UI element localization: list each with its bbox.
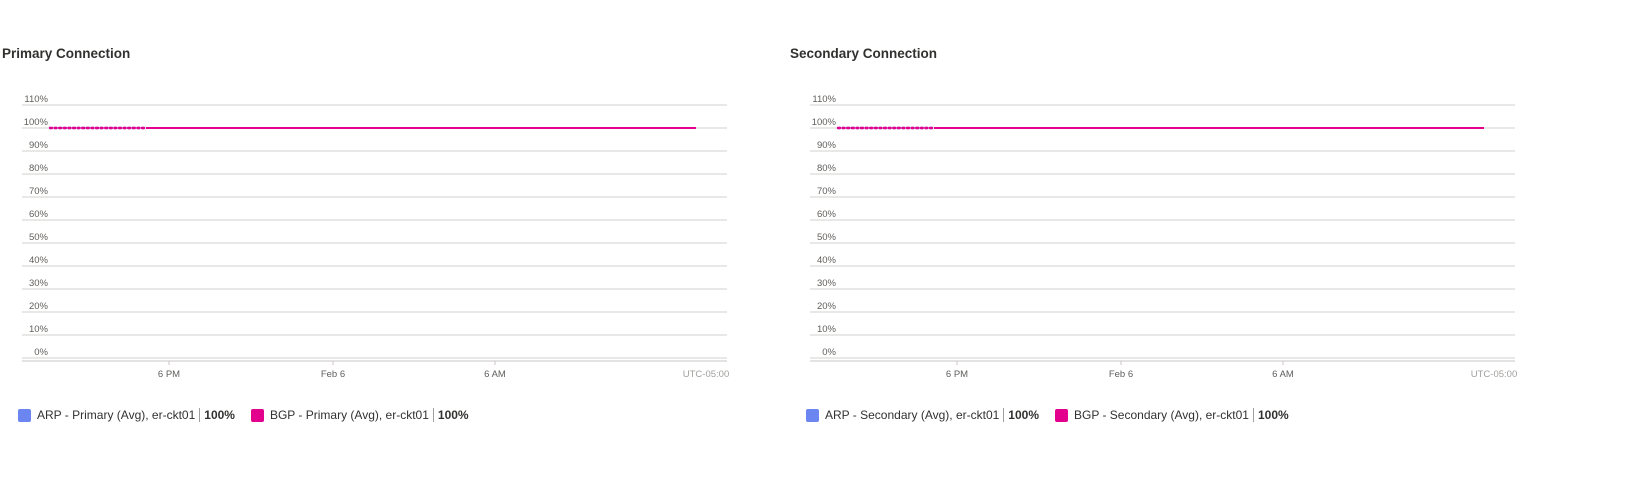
legend-label: ARP - Primary (Avg), er-ckt01 — [37, 408, 196, 422]
legend-item-arp[interactable]: ARP - Secondary (Avg), er-ckt01 100% — [806, 408, 1039, 422]
primary-connection-chart: 110% 100% 90% 80% 70% 60% 50% 40% 30% 20% 10% 0% 6 P… — [0, 0, 780, 481]
y-tick-label: 0% — [34, 347, 48, 358]
y-tick-label: 80% — [817, 163, 837, 174]
legend-swatch-bgp — [250, 408, 264, 422]
legend-item-arp[interactable]: ARP - Primary (Avg), er-ckt01 100% — [18, 408, 235, 422]
y-tick-label: 60% — [29, 209, 49, 220]
x-tick-label: Feb 6 — [1109, 369, 1133, 380]
y-tick-label: 110% — [24, 94, 48, 105]
legend-item-bgp[interactable]: BGP - Secondary (Avg), er-ckt01 100% — [1055, 408, 1289, 422]
legend-swatch-arp — [806, 408, 819, 422]
y-tick-label: 70% — [29, 186, 49, 197]
chart-legend: ARP - Secondary (Avg), er-ckt01 100% BGP… — [806, 408, 1305, 422]
y-tick-label: 40% — [817, 255, 837, 266]
y-tick-label: 50% — [29, 232, 49, 243]
legend-value: 100% — [1008, 408, 1039, 422]
y-tick-label: 0% — [822, 347, 836, 358]
legend-label: BGP - Secondary (Avg), er-ckt01 — [1074, 408, 1249, 422]
secondary-chart-svg: 110% 100% 90% 80% 70% 60% 50% 40% 30% 20% 10% 0% 6 P… — [810, 94, 1517, 380]
x-tick-label: Feb 6 — [321, 369, 345, 380]
y-tick-label: 70% — [817, 186, 837, 197]
timezone-label: UTC-05:00 — [1471, 369, 1517, 380]
y-tick-label: 90% — [29, 140, 49, 151]
legend-label: ARP - Secondary (Avg), er-ckt01 — [825, 408, 1000, 422]
y-tick-label: 50% — [817, 232, 837, 243]
legend-value: 100% — [1257, 408, 1289, 422]
y-tick-label: 80% — [29, 163, 49, 174]
legend-separator — [1252, 408, 1254, 422]
y-tick-label: 110% — [812, 94, 836, 105]
y-tick-label: 30% — [817, 278, 837, 289]
y-tick-label: 10% — [29, 324, 49, 335]
primary-chart-svg: 110% 100% 90% 80% 70% 60% 50% 40% 30% 20% 10% 0% 6 P… — [22, 94, 729, 380]
x-tick-label: 6 PM — [946, 369, 968, 380]
legend-value: 100% — [204, 408, 235, 422]
chart-title: Secondary Connection — [790, 46, 938, 61]
chart-title: Primary Connection — [2, 46, 131, 61]
legend-swatch-bgp — [1055, 408, 1068, 422]
y-tick-label: 100% — [24, 117, 49, 128]
y-tick-label: 40% — [29, 255, 49, 266]
legend-value: 100% — [437, 408, 469, 422]
legend-separator — [1003, 408, 1005, 422]
y-tick-label: 20% — [817, 301, 837, 312]
y-tick-label: 90% — [817, 140, 837, 151]
y-tick-label: 100% — [812, 117, 837, 128]
secondary-connection-chart: 110% 100% 90% 80% 70% 60% 50% 40% 30% 20% 10% 0% 6 P… — [788, 0, 1568, 481]
x-tick-label: 6 AM — [1272, 369, 1294, 380]
chart-legend: ARP - Primary (Avg), er-ckt01 100% BGP -… — [18, 408, 485, 422]
y-tick-label: 60% — [817, 209, 837, 220]
y-tick-label: 10% — [817, 324, 837, 335]
legend-label: BGP - Primary (Avg), er-ckt01 — [269, 408, 429, 422]
y-tick-label: 20% — [29, 301, 49, 312]
legend-item-bgp[interactable]: BGP - Primary (Avg), er-ckt01 100% — [250, 408, 469, 422]
legend-separator — [199, 408, 201, 422]
legend-swatch-arp — [18, 408, 31, 422]
x-tick-label: 6 AM — [484, 369, 506, 380]
y-tick-label: 30% — [29, 278, 49, 289]
legend-separator — [432, 408, 434, 422]
x-tick-label: 6 PM — [158, 369, 180, 380]
timezone-label: UTC-05:00 — [683, 369, 729, 380]
